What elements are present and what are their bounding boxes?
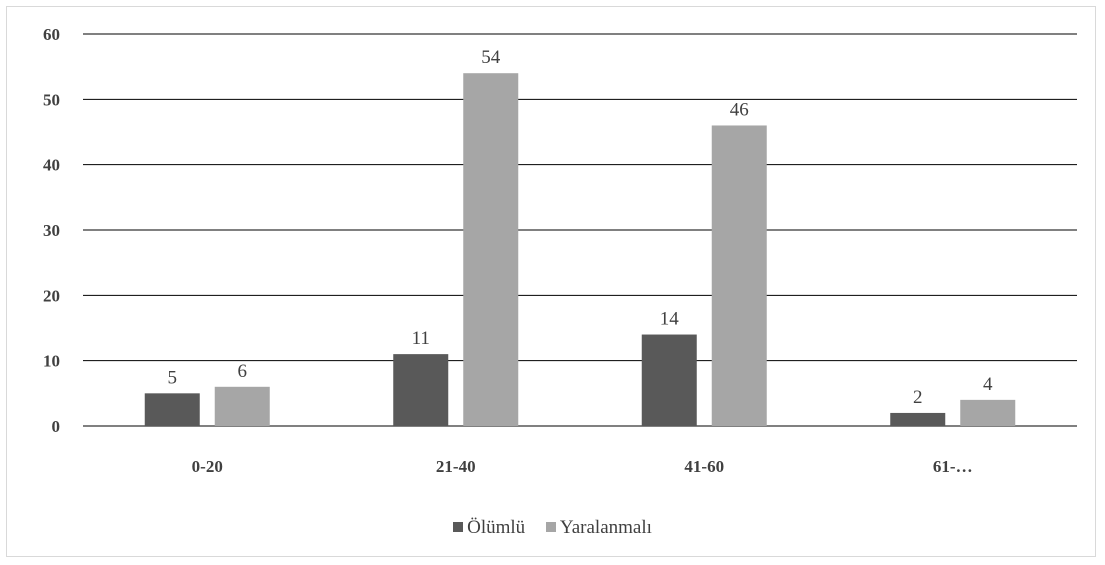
legend-label-yaralanmali: Yaralanmalı (559, 517, 652, 538)
legend-label-olumlu: Ölümlü (467, 517, 526, 538)
bar-yaralanmali-0 (214, 386, 270, 426)
legend-item-yaralanmali: Yaralanmalı (545, 517, 652, 539)
gridlines (83, 33, 1077, 427)
x-tick-label: 0-20 (192, 457, 223, 476)
bar-olumlu-2 (641, 334, 697, 426)
x-axis: 0-20 21-40 41-60 61-… (192, 457, 973, 476)
chart-frame (6, 6, 1096, 557)
data-label: 14 (660, 309, 680, 330)
data-label: 5 (168, 367, 178, 388)
data-label: 2 (913, 387, 923, 408)
bar-olumlu-1 (393, 354, 449, 426)
bar-yaralanmali-2 (711, 125, 767, 426)
legend-item-olumlu: Ölümlü (453, 517, 525, 539)
legend-swatch-olumlu (453, 522, 464, 532)
y-tick-label: 40 (43, 156, 60, 175)
y-tick-label: 50 (43, 90, 60, 109)
y-tick-label: 0 (52, 417, 61, 436)
bar-chart: 0 10 20 30 40 50 60 5 6 11 54 14 46 2 4 0-20 21-40 41-6… (43, 25, 1077, 476)
data-label: 6 (238, 361, 248, 382)
y-tick-label: 60 (43, 25, 60, 44)
data-labels: 5 6 11 54 14 46 2 4 (168, 47, 994, 408)
x-tick-label: 61-… (933, 457, 973, 476)
y-tick-label: 30 (43, 221, 60, 240)
bar-olumlu-3 (890, 412, 946, 426)
bar-yaralanmali-3 (960, 399, 1016, 426)
x-tick-label: 21-40 (436, 457, 476, 476)
y-tick-label: 10 (43, 352, 60, 371)
data-label: 11 (412, 328, 430, 349)
bar-olumlu-0 (144, 393, 200, 426)
bars (144, 73, 1016, 426)
data-label: 46 (730, 99, 749, 120)
data-label: 4 (983, 374, 993, 395)
legend: Ölümlü Yaralanmalı (0, 517, 1105, 539)
x-tick-label: 41-60 (684, 457, 724, 476)
bar-yaralanmali-1 (463, 73, 519, 426)
data-label: 54 (481, 47, 501, 68)
legend-swatch-yaralanmali (545, 522, 556, 532)
y-tick-label: 20 (43, 286, 60, 305)
y-axis: 0 10 20 30 40 50 60 (43, 25, 60, 436)
